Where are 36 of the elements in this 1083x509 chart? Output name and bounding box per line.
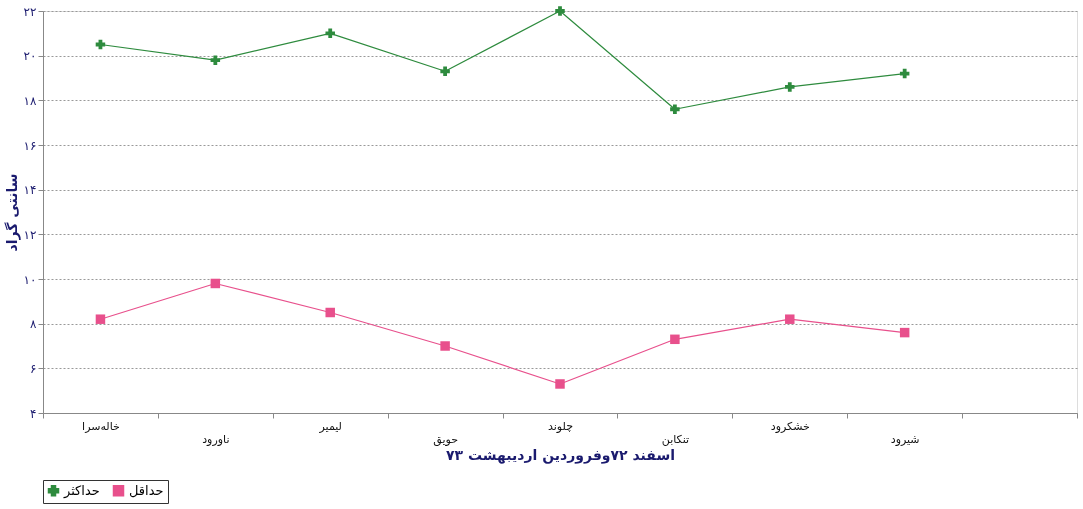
legend-label: حداقل [129, 482, 164, 498]
point [210, 55, 221, 65]
y-tick-label: ۱۸ [23, 93, 38, 108]
y-tick-label: ۲۰ [23, 49, 37, 64]
x-tick-label: شیرود [890, 432, 920, 446]
point [325, 307, 335, 318]
y-tick-label: ۱۶ [23, 138, 37, 153]
y-tick-label: ۴ [30, 406, 37, 421]
y-tick-label: ۱۴ [23, 183, 37, 198]
point [899, 327, 910, 338]
x-axis-title: اسفند ۷۲وفروردین اردیبهشت ۷۳ [446, 446, 675, 464]
x-tick-label: تنکابن [661, 432, 690, 446]
point [440, 66, 450, 77]
point [785, 82, 795, 92]
point [555, 6, 565, 16]
point [440, 341, 450, 351]
point [670, 334, 680, 345]
point [670, 104, 680, 115]
point [95, 314, 106, 324]
legend-label: حداکثر [63, 482, 100, 499]
x-tick-label: ناورود [202, 432, 230, 446]
x-tick-label: چلوند [548, 419, 573, 433]
x-tick-label: لیمیر [318, 419, 342, 433]
y-tick-label: ۲۲ [23, 4, 37, 19]
y-tick-label: ۸ [30, 317, 38, 332]
point [555, 379, 565, 389]
y-tick-label: ۱۰ [23, 272, 37, 287]
y-tick-label: ۱۲ [23, 227, 37, 242]
y-tick-label: ۶ [30, 361, 37, 376]
point [785, 314, 795, 324]
y-axis-title: سانتی گراد [3, 173, 21, 252]
x-tick-label: حویق [433, 432, 458, 447]
point [325, 28, 335, 39]
point [210, 278, 221, 289]
x-tick-label: خشکرود [770, 419, 810, 433]
x-tick-label: خالەسرا [82, 419, 120, 433]
